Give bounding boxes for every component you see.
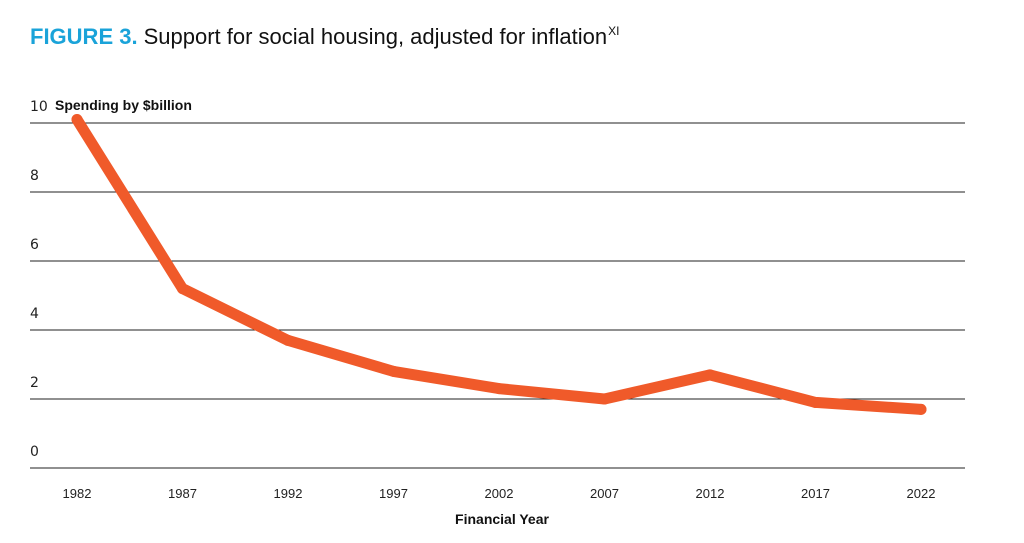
y-tick-label: 10 [30,99,48,115]
data-point-1992 [282,334,294,346]
y-tick-label: 0 [30,444,39,460]
data-point-2002 [493,383,505,395]
y-tick-label: 4 [30,306,39,322]
data-point-2017 [810,396,821,408]
x-tick-label: 2012 [696,486,725,501]
y-tick-label: 8 [30,168,39,184]
y-tick-label: 2 [30,375,39,391]
gridlines [30,122,965,469]
title-text: Support for social housing, adjusted for… [143,24,608,49]
x-tick-label: 2002 [485,486,514,501]
x-tick-label: 1982 [63,486,92,501]
x-tick-label: 2007 [590,486,619,501]
y-axis-ticks: 10 8 6 4 2 0 [30,99,48,460]
x-axis-ticks: 1982 1987 1992 1997 2002 2007 2012 2017 2022 [63,486,936,501]
data-point-2012 [704,369,716,381]
x-tick-label: 2022 [907,486,936,501]
x-tick-label: 1987 [168,486,197,501]
figure-label: FIGURE 3. [30,24,138,49]
data-point-2007 [599,393,610,405]
data-point-1987 [177,283,188,295]
y-axis-label: Spending by $billion [55,97,192,113]
x-tick-label: 1992 [274,486,303,501]
series-line-0 [71,114,927,415]
data-point-1997 [388,365,399,377]
data-point-2022 [915,403,927,415]
x-tick-label: 1997 [379,486,408,501]
chart-title: FIGURE 3. Support for social housing, adj… [30,24,619,50]
series-group [71,114,927,415]
x-tick-label: 2017 [801,486,830,501]
data-point-1982 [71,114,83,126]
y-tick-label: 6 [30,237,39,253]
x-axis-label: Financial Year [455,511,549,527]
footnote-marker: XI [608,24,620,38]
